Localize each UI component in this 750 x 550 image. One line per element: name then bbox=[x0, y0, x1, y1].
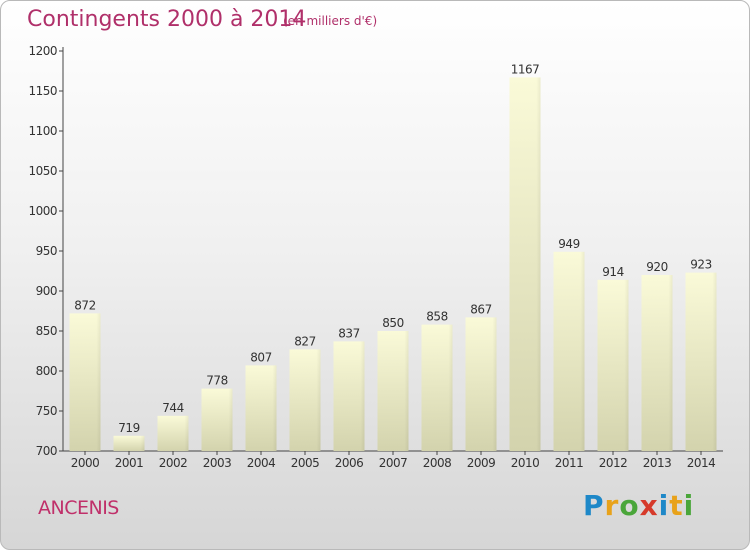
data-label: 914 bbox=[602, 265, 623, 279]
x-tick-label: 2014 bbox=[687, 456, 716, 470]
y-tick-label: 800 bbox=[36, 364, 57, 378]
x-tick-label: 2010 bbox=[511, 456, 540, 470]
commune-name: ANCENIS bbox=[38, 497, 119, 519]
bar bbox=[421, 324, 453, 451]
proxiti-logo-letter: o bbox=[619, 489, 640, 522]
x-tick-label: 2009 bbox=[467, 456, 496, 470]
y-tick-label: 1000 bbox=[28, 204, 57, 218]
data-label: 807 bbox=[250, 350, 271, 364]
bar bbox=[685, 272, 717, 451]
proxiti-logo-letter: t bbox=[669, 489, 684, 522]
x-tick-label: 2012 bbox=[599, 456, 628, 470]
bar bbox=[509, 77, 541, 452]
bar-edge-shade bbox=[316, 349, 321, 451]
x-tick-label: 2011 bbox=[555, 456, 584, 470]
bar bbox=[201, 388, 233, 451]
data-label: 719 bbox=[118, 421, 139, 435]
data-label: 1167 bbox=[511, 62, 540, 76]
bar bbox=[289, 349, 321, 451]
y-tick-label: 750 bbox=[36, 404, 57, 418]
y-tick-label: 1050 bbox=[28, 164, 57, 178]
y-tick-label: 700 bbox=[36, 444, 57, 458]
proxiti-logo-letter: i bbox=[683, 489, 695, 522]
data-label: 920 bbox=[646, 260, 667, 274]
x-tick-label: 2002 bbox=[159, 456, 188, 470]
data-label: 867 bbox=[470, 302, 491, 316]
proxiti-logo-letter: P bbox=[583, 489, 605, 522]
x-tick-label: 2007 bbox=[379, 456, 408, 470]
bar bbox=[641, 275, 673, 451]
bar-edge-shade bbox=[448, 324, 453, 451]
chart-subtitle: (en milliers d'€) bbox=[283, 14, 378, 28]
x-tick-label: 2000 bbox=[71, 456, 100, 470]
bar-edge-shade bbox=[580, 251, 585, 451]
x-tick-label: 2001 bbox=[115, 456, 144, 470]
x-tick-label: 2006 bbox=[335, 456, 364, 470]
data-label: 850 bbox=[382, 316, 403, 330]
bar bbox=[245, 365, 277, 451]
bar-edge-shade bbox=[96, 313, 101, 451]
data-label: 872 bbox=[74, 298, 95, 312]
bar bbox=[465, 317, 497, 451]
bar bbox=[113, 435, 145, 451]
bar-edge-shade bbox=[228, 388, 233, 451]
data-label: 858 bbox=[426, 310, 447, 324]
data-label: 837 bbox=[338, 326, 359, 340]
data-label: 744 bbox=[162, 401, 183, 415]
y-tick-label: 1150 bbox=[28, 84, 57, 98]
bar bbox=[377, 331, 409, 451]
bar-edge-shade bbox=[536, 77, 541, 452]
data-label: 923 bbox=[690, 258, 711, 272]
chart-title: Contingents 2000 à 2014 bbox=[27, 7, 307, 32]
x-tick-label: 2005 bbox=[291, 456, 320, 470]
x-tick-label: 2013 bbox=[643, 456, 672, 470]
bar-edge-shade bbox=[668, 275, 673, 451]
x-tick-label: 2003 bbox=[203, 456, 232, 470]
x-tick-label: 2004 bbox=[247, 456, 276, 470]
proxiti-logo[interactable]: Proxiti bbox=[583, 489, 694, 522]
bar bbox=[553, 251, 585, 451]
x-tick-label: 2008 bbox=[423, 456, 452, 470]
data-label: 827 bbox=[294, 334, 315, 348]
data-label: 949 bbox=[558, 237, 579, 251]
bar bbox=[333, 341, 365, 451]
y-tick-label: 950 bbox=[36, 244, 57, 258]
bar-edge-shade bbox=[272, 365, 277, 451]
proxiti-logo-letter: x bbox=[639, 489, 659, 522]
bar-edge-shade bbox=[404, 331, 409, 451]
bar-edge-shade bbox=[624, 279, 629, 451]
bar-edge-shade bbox=[184, 415, 189, 451]
y-tick-label: 1200 bbox=[28, 44, 57, 58]
bar-edge-shade bbox=[140, 435, 145, 451]
bar bbox=[597, 279, 629, 451]
bar bbox=[69, 313, 101, 451]
bar-edge-shade bbox=[492, 317, 497, 451]
proxiti-logo-letter: i bbox=[658, 489, 670, 522]
y-tick-label: 900 bbox=[36, 284, 57, 298]
bar-edge-shade bbox=[360, 341, 365, 451]
bar-edge-shade bbox=[712, 272, 717, 451]
proxiti-logo-letter: r bbox=[604, 489, 620, 522]
y-tick-label: 850 bbox=[36, 324, 57, 338]
y-tick-label: 1100 bbox=[28, 124, 57, 138]
data-label: 778 bbox=[206, 374, 227, 388]
bar bbox=[157, 415, 189, 451]
